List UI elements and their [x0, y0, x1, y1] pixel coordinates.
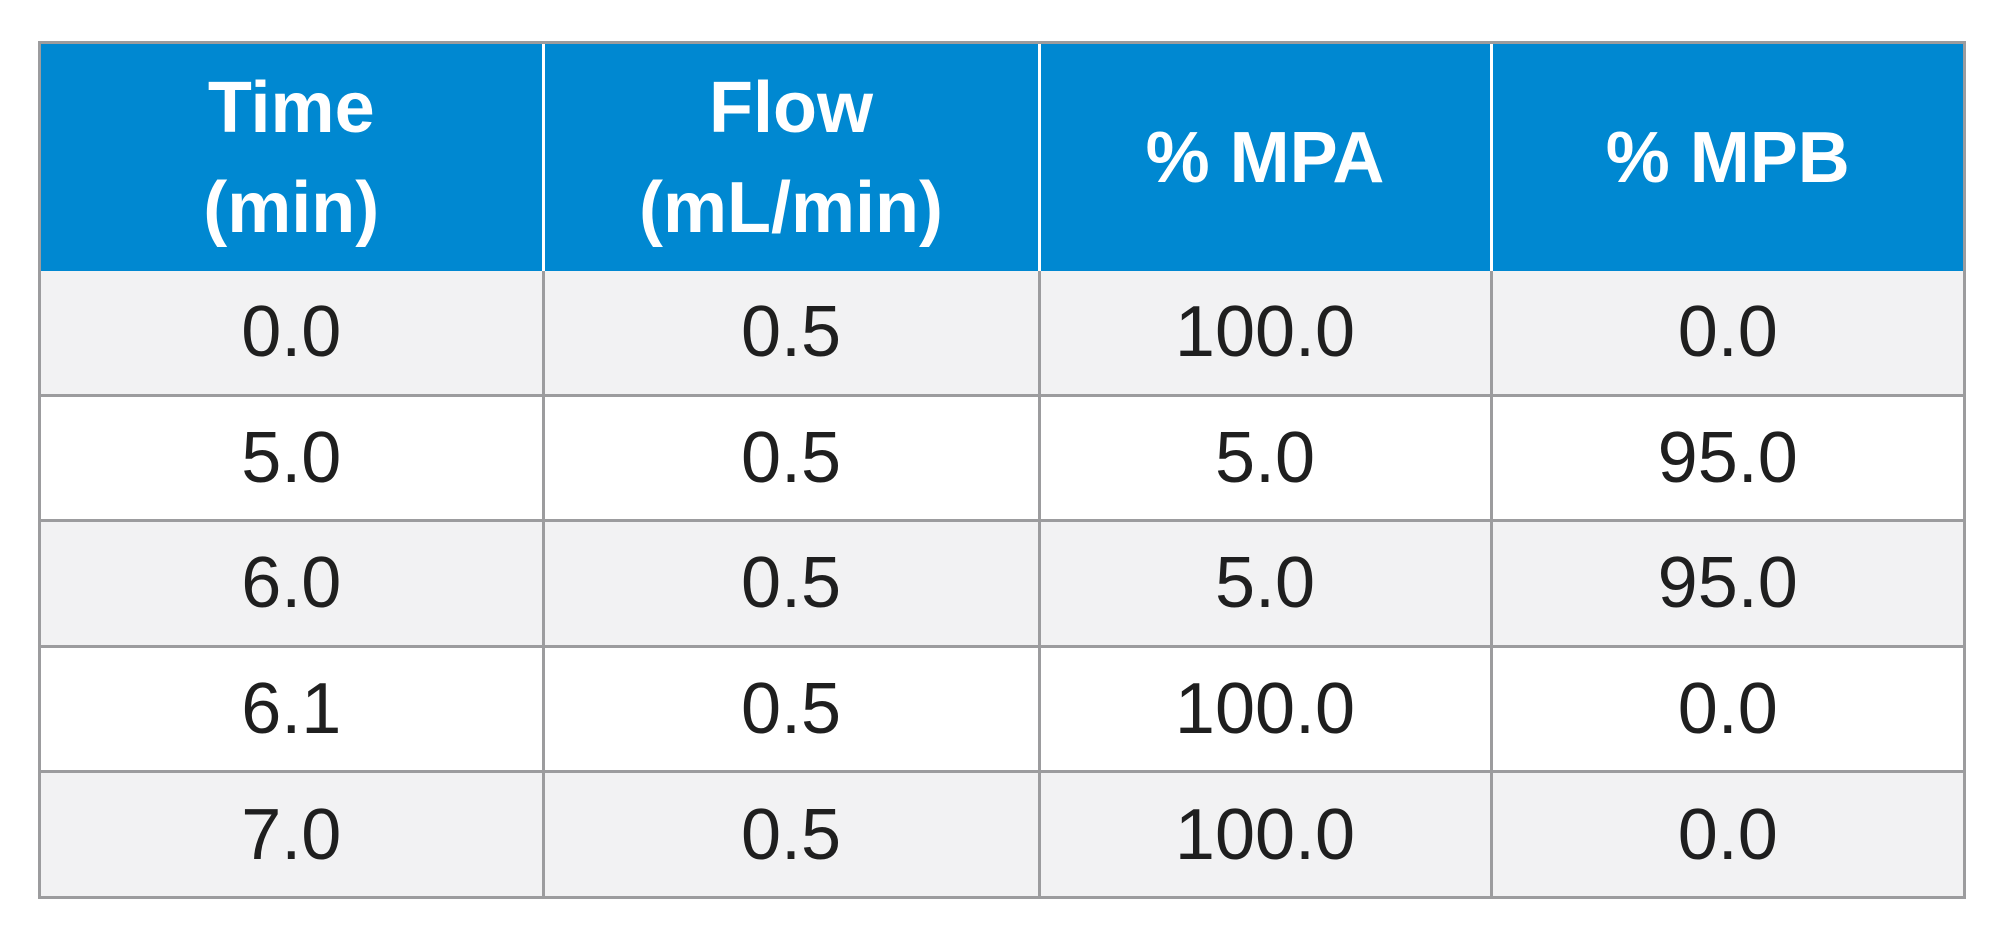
cell-flow: 0.5 — [541, 519, 1041, 648]
header-mpa: % MPA — [1037, 44, 1493, 271]
cell-flow: 0.5 — [541, 770, 1041, 896]
table-row: 5.0 0.5 5.0 95.0 — [41, 393, 1963, 523]
header-unit: (min) — [203, 167, 380, 248]
header-label: % MPB — [1605, 117, 1850, 198]
gradient-table-frame: Time (min) Flow (mL/min) % MPA % MPB 0.0… — [38, 41, 1966, 899]
cell-mpb: 0.0 — [1489, 770, 1963, 896]
header-label: % MPA — [1145, 117, 1385, 198]
header-row: Time (min) Flow (mL/min) % MPA % MPB — [41, 44, 1963, 271]
cell-mpa: 100.0 — [1037, 770, 1493, 896]
cell-mpa: 5.0 — [1037, 519, 1493, 648]
table-row: 6.1 0.5 100.0 0.0 — [41, 644, 1963, 774]
header-label: Time — [207, 67, 375, 148]
cell-flow: 0.5 — [541, 393, 1041, 523]
table-body: 0.0 0.5 100.0 0.0 5.0 0.5 5.0 95.0 6.0 0… — [41, 271, 1963, 896]
header-mpb: % MPB — [1489, 44, 1963, 271]
cell-mpb: 95.0 — [1489, 393, 1963, 523]
cell-mpb: 95.0 — [1489, 519, 1963, 648]
header-flow: Flow (mL/min) — [541, 44, 1041, 271]
cell-mpa: 100.0 — [1037, 644, 1493, 774]
cell-time: 5.0 — [41, 393, 545, 523]
cell-flow: 0.5 — [541, 271, 1041, 397]
table-header: Time (min) Flow (mL/min) % MPA % MPB — [41, 44, 1963, 271]
gradient-table: Time (min) Flow (mL/min) % MPA % MPB 0.0… — [41, 44, 1963, 896]
table-row: 6.0 0.5 5.0 95.0 — [41, 519, 1963, 648]
cell-time: 7.0 — [41, 770, 545, 896]
table-row: 0.0 0.5 100.0 0.0 — [41, 271, 1963, 397]
cell-mpa: 100.0 — [1037, 271, 1493, 397]
cell-time: 0.0 — [41, 271, 545, 397]
cell-flow: 0.5 — [541, 644, 1041, 774]
cell-mpb: 0.0 — [1489, 644, 1963, 774]
cell-mpb: 0.0 — [1489, 271, 1963, 397]
cell-time: 6.0 — [41, 519, 545, 648]
header-unit: (mL/min) — [639, 167, 943, 248]
cell-time: 6.1 — [41, 644, 545, 774]
header-time: Time (min) — [41, 44, 545, 271]
cell-mpa: 5.0 — [1037, 393, 1493, 523]
table-row: 7.0 0.5 100.0 0.0 — [41, 770, 1963, 896]
header-label: Flow — [709, 67, 873, 148]
